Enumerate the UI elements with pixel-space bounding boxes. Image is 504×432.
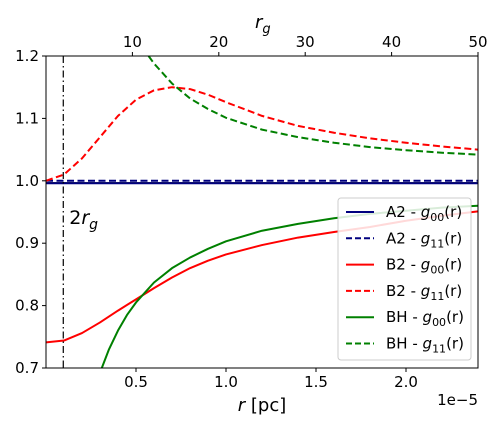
legend-label: BH - g00(r) [386,308,464,329]
top-x-tick-label: 50 [468,33,487,51]
legend-label: A2 - g00(r) [386,203,462,224]
series-4-line [46,86,478,182]
series-6-line [147,56,478,156]
y-tick-label: 0.9 [15,234,39,252]
legend-label: B2 - g00(r) [386,256,462,277]
top-x-axis-label: rg [255,12,271,37]
x-axis-label: r [pc] [238,395,287,416]
x-tick-label: 1.0 [214,373,238,391]
x-offset-label: 1e−5 [437,391,478,409]
top-x-tick-label: 20 [209,33,228,51]
top-x-tick-label: 40 [382,33,401,51]
top-x-tick-label: 30 [296,33,315,51]
y-tick-label: 1.2 [15,47,39,65]
legend-label: BH - g11(r) [386,335,464,356]
top-x-tick-label: 10 [123,33,142,51]
legend-box [337,197,472,361]
x-tick-label: 2.0 [394,373,418,391]
y-tick-label: 0.8 [15,297,39,315]
legend-label: A2 - g11(r) [386,229,462,250]
x-tick-label: 1.5 [304,373,328,391]
y-tick-label: 1.1 [15,109,39,127]
x-tick-label: 0.5 [124,373,148,391]
plot-frame [45,55,479,369]
y-tick-label: 1.0 [15,172,39,190]
two-rg-label: 2rg [69,207,98,233]
y-tick-label: 0.7 [15,359,39,377]
legend-label: B2 - g11(r) [386,282,462,303]
